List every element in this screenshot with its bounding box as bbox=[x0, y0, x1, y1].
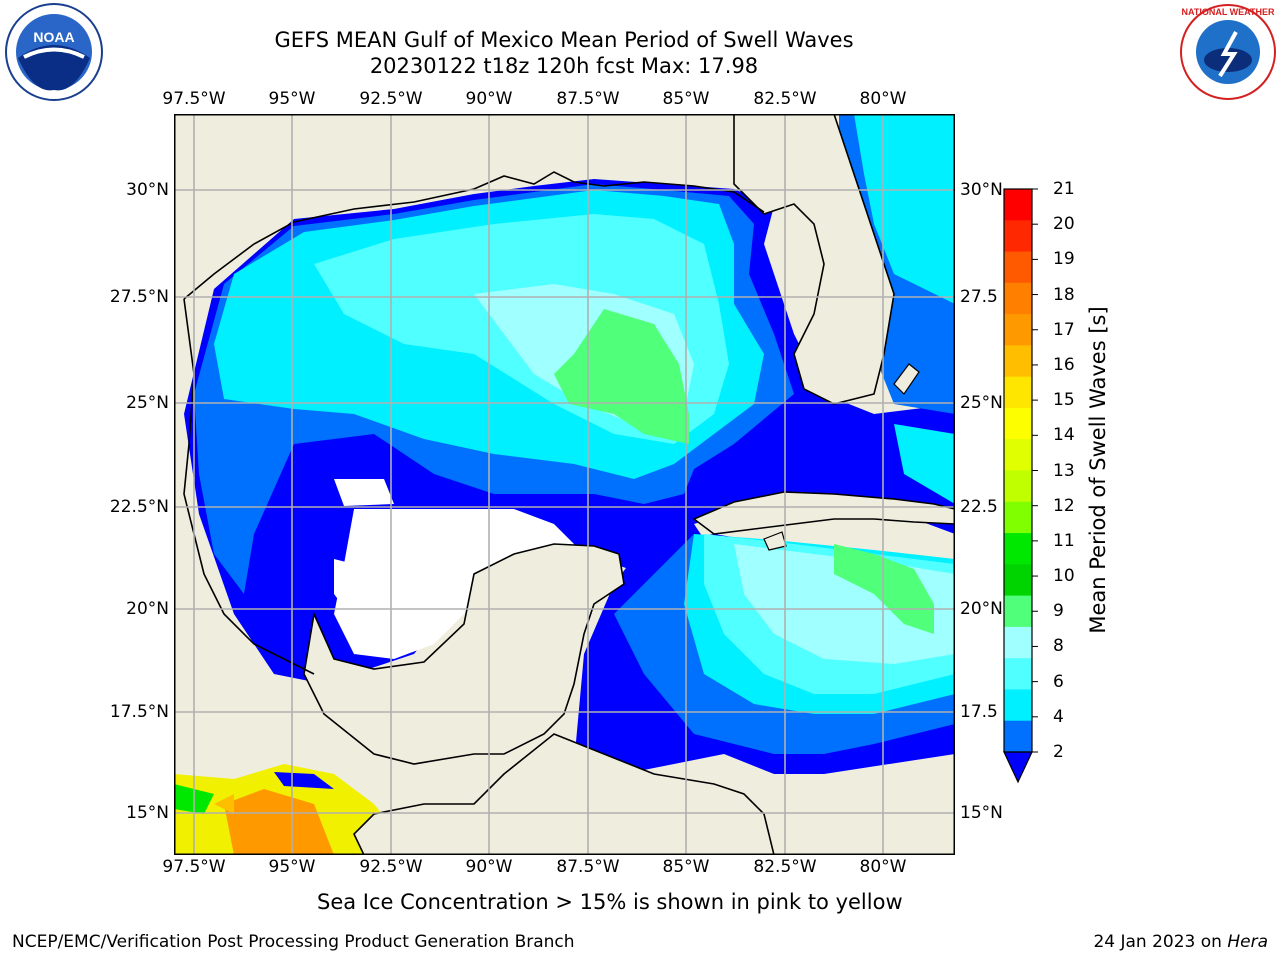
lat-tick-left: 25°N bbox=[126, 393, 169, 413]
colorbar-tick-label: 19 bbox=[1053, 249, 1075, 270]
lon-tick-bottom: 92.5°W bbox=[359, 857, 423, 877]
colorbar-segment bbox=[1004, 501, 1032, 534]
colorbar-tick-label: 13 bbox=[1053, 460, 1075, 481]
map-graticule bbox=[174, 114, 955, 855]
lon-tick-top: 82.5°W bbox=[753, 89, 817, 109]
lat-tick-left: 27.5°N bbox=[109, 287, 169, 307]
colorbar-tick-label: 8 bbox=[1053, 636, 1064, 657]
colorbar-segment bbox=[1004, 689, 1032, 722]
lat-tick-left: 20°N bbox=[126, 599, 169, 619]
swell-period-map bbox=[174, 114, 955, 855]
colorbar-tick-label: 15 bbox=[1053, 390, 1075, 411]
colorbar-tick-label: 17 bbox=[1053, 319, 1075, 340]
footer-date: 24 Jan 2023 on Hera bbox=[1093, 932, 1268, 952]
colorbar-segment bbox=[1004, 189, 1032, 221]
colorbar-tick-label: 18 bbox=[1053, 284, 1075, 305]
colorbar-segment bbox=[1004, 314, 1032, 346]
colorbar-tick-label: 20 bbox=[1053, 214, 1075, 235]
colorbar-segment bbox=[1004, 595, 1032, 628]
colorbar-tick-label: 6 bbox=[1053, 671, 1064, 692]
lat-tick-left: 17.5°N bbox=[109, 702, 169, 722]
svg-text:NOAA: NOAA bbox=[33, 29, 74, 45]
lon-tick-top: 87.5°W bbox=[556, 89, 620, 109]
lat-tick-left: 30°N bbox=[126, 180, 169, 200]
lon-tick-top: 85°W bbox=[662, 89, 710, 109]
colorbar-segment bbox=[1004, 439, 1032, 471]
lat-tick-right: 17.5 bbox=[960, 702, 998, 722]
colorbar bbox=[1003, 188, 1038, 784]
footer-host: Hera bbox=[1227, 932, 1268, 952]
lon-tick-top: 97.5°W bbox=[162, 89, 226, 109]
colorbar-tick-label: 11 bbox=[1053, 530, 1075, 551]
footer-credit: NCEP/EMC/Verification Post Processing Pr… bbox=[12, 932, 575, 952]
colorbar-segment bbox=[1004, 564, 1032, 597]
chart-title: GEFS MEAN Gulf of Mexico Mean Period of … bbox=[274, 28, 854, 52]
colorbar-segment bbox=[1004, 282, 1032, 315]
colorbar-segment bbox=[1004, 376, 1032, 409]
map-frame bbox=[174, 114, 955, 855]
colorbar-segment bbox=[1004, 220, 1032, 253]
colorbar-segment bbox=[1004, 533, 1032, 565]
lon-tick-bottom: 87.5°W bbox=[556, 857, 620, 877]
colorbar-segment bbox=[1004, 658, 1032, 690]
sea-ice-caption: Sea Ice Concentration > 15% is shown in … bbox=[317, 890, 903, 914]
lat-tick-left: 22.5°N bbox=[109, 497, 169, 517]
colorbar-segment bbox=[1004, 626, 1032, 659]
lon-tick-top: 80°W bbox=[859, 89, 907, 109]
lon-tick-bottom: 97.5°W bbox=[162, 857, 226, 877]
colorbar-tick-label: 21 bbox=[1053, 179, 1075, 199]
lat-tick-right: 30°N bbox=[960, 180, 1003, 200]
chart-subtitle: 20230122 t18z 120h fcst Max: 17.98 bbox=[369, 54, 759, 78]
colorbar-tick-label: 12 bbox=[1053, 495, 1075, 516]
lat-tick-right: 15°N bbox=[960, 803, 1003, 823]
nws-logo-icon: NATIONAL WEATHER bbox=[1180, 4, 1276, 100]
colorbar-segment bbox=[1004, 345, 1032, 378]
lon-tick-top: 92.5°W bbox=[359, 89, 423, 109]
lon-tick-bottom: 95°W bbox=[268, 857, 316, 877]
lat-tick-left: 15°N bbox=[126, 803, 169, 823]
colorbar-tick-label: 14 bbox=[1053, 425, 1075, 446]
colorbar-segment bbox=[1004, 720, 1032, 753]
lon-tick-top: 90°W bbox=[465, 89, 513, 109]
lat-tick-right: 25°N bbox=[960, 393, 1003, 413]
svg-text:NATIONAL WEATHER: NATIONAL WEATHER bbox=[1182, 7, 1275, 17]
lat-tick-right: 20°N bbox=[960, 599, 1003, 619]
lon-tick-bottom: 80°W bbox=[859, 857, 907, 877]
colorbar-extend bbox=[1003, 751, 1033, 784]
colorbar-segment bbox=[1004, 251, 1032, 284]
lat-tick-right: 27.5 bbox=[960, 287, 998, 307]
lon-tick-bottom: 82.5°W bbox=[753, 857, 817, 877]
colorbar-tick-label: 4 bbox=[1053, 706, 1064, 727]
lon-tick-bottom: 85°W bbox=[662, 857, 710, 877]
noaa-logo-icon: NOAA bbox=[5, 3, 103, 101]
colorbar-label: Mean Period of Swell Waves [s] bbox=[1086, 306, 1110, 634]
lon-tick-bottom: 90°W bbox=[465, 857, 513, 877]
colorbar-segment bbox=[1004, 470, 1032, 503]
lon-tick-top: 95°W bbox=[268, 89, 316, 109]
footer-date-text: 24 Jan 2023 on bbox=[1093, 932, 1228, 952]
colorbar-segment bbox=[1004, 407, 1032, 440]
colorbar-tick-label: 2 bbox=[1053, 742, 1064, 762]
colorbar-tick-label: 10 bbox=[1053, 566, 1075, 587]
colorbar-tick-label: 9 bbox=[1053, 601, 1064, 622]
lat-tick-right: 22.5 bbox=[960, 497, 998, 517]
colorbar-tick-label: 16 bbox=[1053, 354, 1075, 375]
